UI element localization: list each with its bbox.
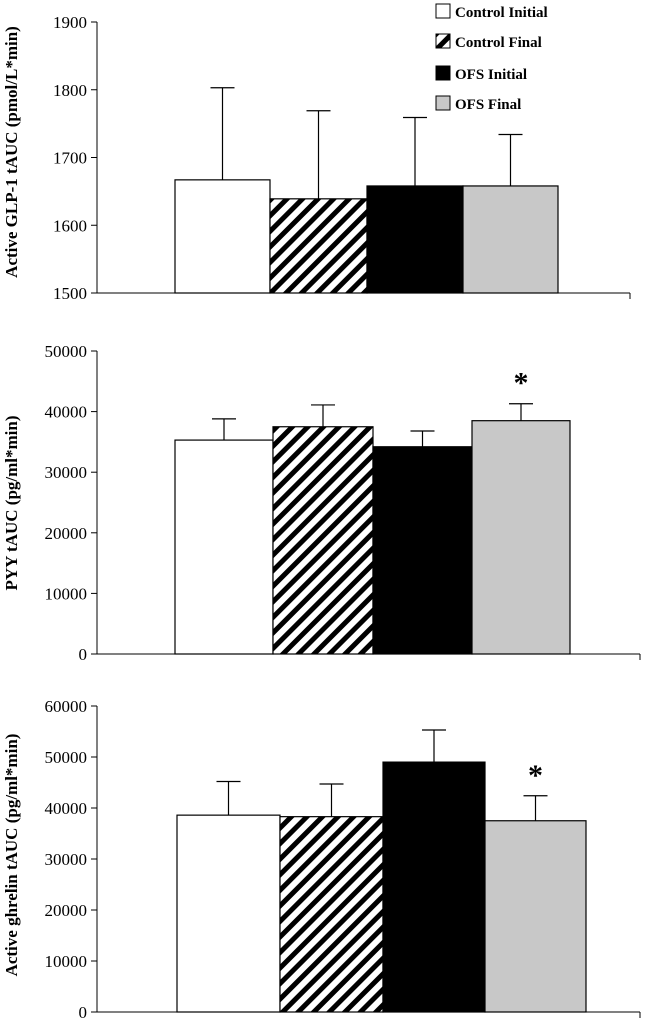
bar-control-initial (176, 814, 281, 1013)
y-tick-label: 30000 (45, 850, 88, 869)
legend: Control Initial Control Final OFS Initial O… (435, 3, 548, 113)
y-tick-label: 10000 (45, 584, 88, 603)
y-tick-label: 1600 (53, 216, 87, 235)
bar-ofs-final (471, 420, 571, 655)
bar-ofs-initial (366, 185, 464, 294)
legend-item: OFS Initial (435, 65, 527, 83)
bar-control-final (279, 816, 384, 1013)
y-tick-label: 0 (79, 645, 88, 664)
bar-ofs-final (484, 820, 587, 1013)
legend-swatch (435, 65, 451, 81)
legend-item: Control Initial (435, 3, 548, 21)
chart-panel-2: 0 10000 20000 30000 40000 50000 PYY tAUC (pg/m… (2, 342, 641, 664)
legend-item: Control Final (435, 33, 542, 51)
significance-marker: * (528, 759, 543, 792)
chart-panels: 1500 1600 1700 1800 1900 Active GLP-1 tAUC (p… (2, 13, 641, 1021)
bar-control-initial (174, 179, 271, 294)
y-tick-label: 40000 (45, 403, 88, 422)
y-axis-label: PYY tAUC (pg/ml*min) (2, 415, 21, 590)
y-tick-label: 50000 (45, 342, 88, 361)
bar-control-final (272, 426, 374, 655)
legend-label: OFS Initial (455, 67, 527, 83)
bar-control-initial (174, 439, 274, 655)
legend-swatch (435, 95, 451, 111)
y-tick-label: 1700 (53, 149, 87, 168)
bar-ofs-initial (382, 761, 486, 1013)
y-tick-label: 50000 (45, 748, 88, 767)
y-tick-label: 0 (79, 1003, 88, 1021)
y-tick-label: 40000 (45, 799, 88, 818)
legend-swatch (435, 33, 451, 49)
significance-marker: * (514, 367, 529, 400)
y-tick-label: 20000 (45, 524, 88, 543)
y-tick-label: 60000 (45, 697, 88, 716)
y-tick-label: 30000 (45, 463, 88, 482)
legend-swatch (435, 3, 451, 19)
chart-panel-3: 0 10000 20000 30000 40000 50000 60000 Active gh… (2, 697, 641, 1021)
y-tick-label: 1800 (53, 81, 87, 100)
bar-ofs-final (462, 185, 559, 294)
y-tick-label: 20000 (45, 901, 88, 920)
legend-label: Control Final (455, 35, 542, 51)
legend-label: OFS Final (455, 97, 521, 113)
bar-ofs-initial (372, 446, 473, 655)
y-tick-label: 10000 (45, 952, 88, 971)
legend-item: OFS Final (435, 95, 521, 113)
y-axis-label: Active GLP-1 tAUC (pmol/L*min) (2, 26, 21, 278)
bar-control-final (269, 198, 368, 294)
chart-panel-1: 1500 1600 1700 1800 1900 Active GLP-1 tAUC (p… (2, 13, 631, 303)
y-axis-label: Active ghrelin tAUC (pg/ml*min) (2, 734, 21, 977)
y-tick-label: 1900 (53, 13, 87, 32)
legend-label: Control Initial (455, 5, 548, 21)
y-tick-label: 1500 (53, 284, 87, 303)
